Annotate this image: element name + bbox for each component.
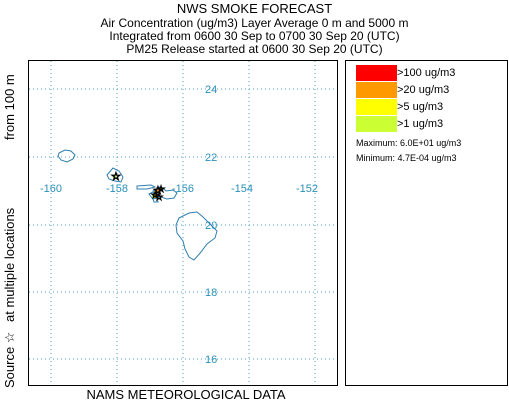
locations-label: at multiple locations [2, 207, 17, 322]
source-star-icon: ☆ [151, 190, 159, 200]
map-title: NWS SMOKE FORECAST [176, 1, 333, 16]
legend-swatch [356, 99, 397, 115]
coastlines [57, 149, 218, 261]
coast-kauai [57, 149, 76, 163]
minimum-value: Minimum: 4.7E-04 ug/m3 [356, 153, 457, 163]
lat-label-24: 24 [205, 84, 217, 96]
legend-item: >1 ug/m3 [356, 116, 443, 132]
source-star-icon: ☆ [111, 171, 121, 183]
source-star-icon: ☆ [153, 185, 163, 197]
lat-label-20: 20 [205, 220, 217, 232]
integration-period: Integrated from 0600 30 Sep to 0700 30 S… [109, 29, 400, 43]
lat-label-16: 16 [205, 354, 217, 366]
legend-label: >100 ug/m3 [397, 67, 456, 79]
lon-label--152: -152 [296, 183, 318, 195]
lat-label-22: 22 [205, 152, 217, 164]
lon-label--160: -160 [40, 183, 62, 195]
legend-item: >5 ug/m3 [356, 99, 443, 115]
source-label: Source ☆ [2, 331, 17, 388]
coast-maui [152, 186, 178, 200]
legend-swatch [356, 82, 397, 98]
lon-label--158: -158 [106, 183, 128, 195]
legend-item: >100 ug/m3 [356, 65, 455, 81]
legend-swatch [356, 116, 397, 132]
lat-label-18: 18 [205, 287, 217, 299]
graticule [29, 61, 337, 385]
concentration-legend: >100 ug/m3 >20 ug/m3 >5 ug/m3 >1 ug/m3 M… [345, 60, 508, 386]
coast-oahu [106, 167, 124, 183]
legend-item: >20 ug/m3 [356, 82, 449, 98]
lon-label--156: -156 [172, 183, 194, 195]
lon-label--154: -154 [231, 183, 253, 195]
legend-label: >20 ug/m3 [397, 84, 450, 96]
legend-label: >1 ug/m3 [397, 118, 444, 130]
coast-molokai [136, 184, 157, 190]
legend-swatch [356, 65, 397, 81]
coast-kahoolawe [152, 197, 159, 203]
source-side-label: Source ☆ at multiple locations from 100 … [0, 60, 20, 388]
maximum-value: Maximum: 6.0E+01 ug/m3 [356, 138, 462, 148]
legend-label: >5 ug/m3 [397, 101, 444, 113]
met-data-footer: NAMS METEOROLOGICAL DATA [86, 387, 286, 402]
source-star-icon: ☆ [155, 192, 163, 202]
height-label: from 100 m [2, 74, 17, 140]
source-markers: ☆ ☆ ☆ ☆ ☆ [111, 171, 166, 203]
coast-hawaii [175, 211, 218, 261]
source-star-icon: ☆ [157, 184, 165, 194]
concentration-subtitle: Air Concentration (ug/m3) Layer Average … [100, 16, 409, 30]
map-panel: 24 22 20 18 16 -160 -158 -156 -154 -152 … [28, 60, 338, 386]
release-start: PM25 Release started at 0600 30 Sep 20 (… [126, 42, 383, 56]
smoke-plume [113, 175, 159, 198]
map-canvas: 24 22 20 18 16 -160 -158 -156 -154 -152 … [29, 61, 337, 385]
